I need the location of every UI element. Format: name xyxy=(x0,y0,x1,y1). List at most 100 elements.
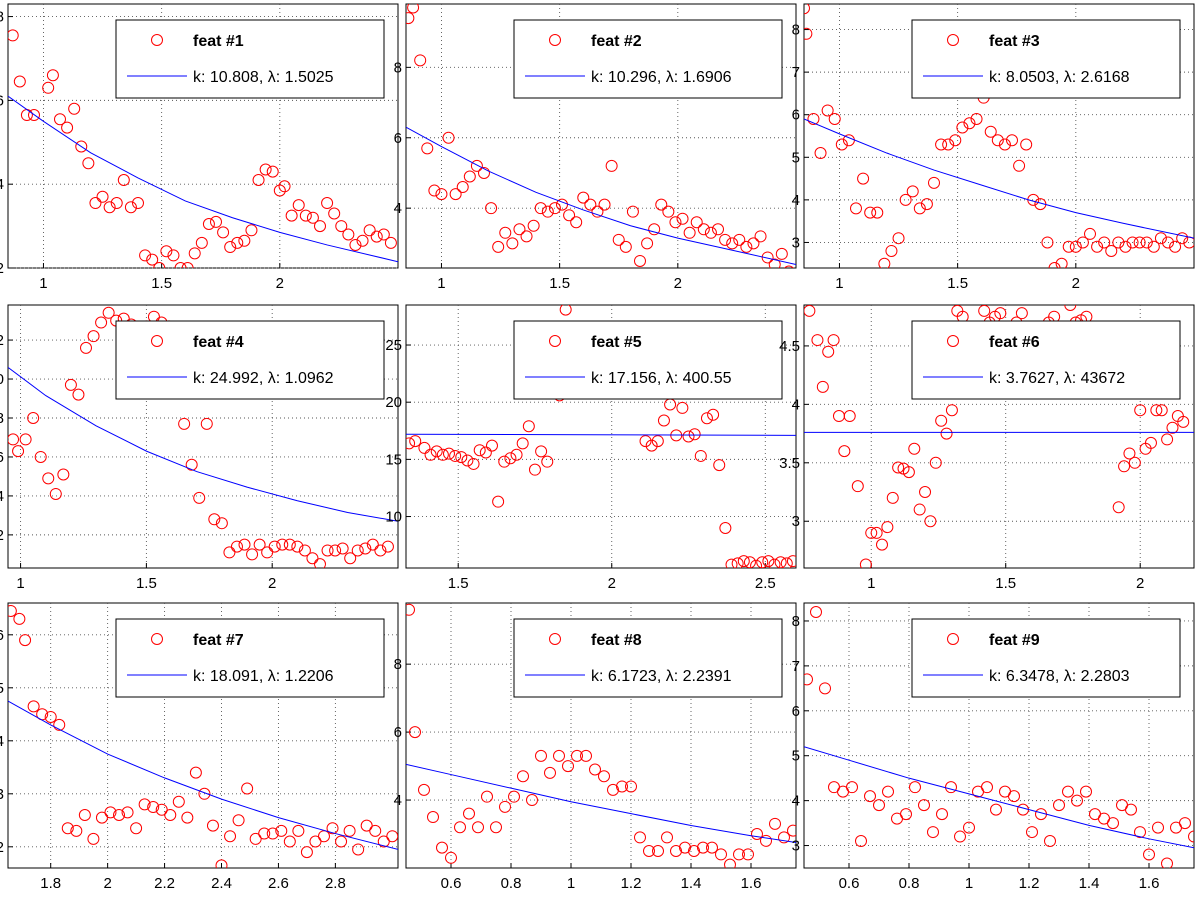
data-point xyxy=(172,795,185,808)
data-point xyxy=(697,841,709,854)
data-point xyxy=(751,828,763,841)
data-point xyxy=(807,112,820,125)
data-point xyxy=(731,557,744,568)
y-tick-label: 4.5 xyxy=(779,338,800,355)
data-point xyxy=(139,249,152,262)
x-tick-label: 1.4 xyxy=(681,875,702,892)
y-tick-label: 6 xyxy=(394,724,402,741)
data-point xyxy=(386,830,398,843)
data-point xyxy=(855,835,867,848)
data-point xyxy=(522,420,535,433)
x-tick-label: 1 xyxy=(16,575,24,592)
fit-curve xyxy=(8,700,398,850)
data-point xyxy=(994,307,1007,320)
data-point xyxy=(750,559,763,568)
y-tick-label: 10 xyxy=(385,509,402,526)
data-point xyxy=(356,234,369,247)
data-point xyxy=(245,224,258,237)
data-point xyxy=(1188,830,1194,843)
data-point xyxy=(516,437,529,450)
data-point xyxy=(935,414,948,427)
data-point xyxy=(238,234,251,247)
data-point xyxy=(370,230,383,243)
data-point xyxy=(19,634,32,647)
data-point xyxy=(456,181,469,194)
y-tick-label: 8 xyxy=(792,613,800,630)
legend-marker xyxy=(151,633,163,645)
data-point xyxy=(954,830,966,843)
data-point xyxy=(945,781,957,794)
legend-box xyxy=(911,320,1181,400)
data-point xyxy=(508,790,520,803)
data-point xyxy=(517,770,529,783)
data-point xyxy=(435,188,448,201)
data-point xyxy=(336,542,349,555)
x-tick-label: 2.4 xyxy=(211,875,232,892)
data-point xyxy=(409,726,421,739)
data-point xyxy=(130,822,143,835)
x-tick-label: 2 xyxy=(103,875,111,892)
data-point xyxy=(499,226,512,239)
data-point xyxy=(498,455,511,468)
data-point xyxy=(827,334,840,347)
legend-box xyxy=(513,19,783,99)
data-point xyxy=(641,237,654,250)
data-point xyxy=(725,558,738,568)
data-point xyxy=(920,198,933,211)
data-point xyxy=(291,540,304,553)
data-point xyxy=(850,202,862,215)
data-point xyxy=(449,188,462,201)
data-point xyxy=(520,230,533,243)
x-tick-label: 1.5 xyxy=(448,575,469,592)
data-point xyxy=(527,219,540,232)
data-point xyxy=(326,822,339,835)
data-point xyxy=(978,305,991,317)
data-point xyxy=(102,306,115,319)
plot-area xyxy=(804,4,1194,268)
data-point xyxy=(846,781,858,794)
data-point xyxy=(1053,799,1065,812)
x-tick-label: 0.6 xyxy=(441,875,462,892)
data-point xyxy=(963,821,975,834)
data-point xyxy=(217,226,230,239)
data-point xyxy=(268,540,281,553)
data-point xyxy=(174,262,187,268)
data-point xyxy=(706,841,718,854)
data-point xyxy=(864,206,877,219)
data-point xyxy=(230,540,243,553)
data-point xyxy=(534,202,547,215)
data-point xyxy=(645,439,658,452)
x-tick-label: 1.2 xyxy=(1019,875,1040,892)
data-point xyxy=(719,521,732,534)
legend: feat #5 k: 17.156, λ: 400.55 xyxy=(513,320,783,400)
data-point xyxy=(377,228,390,241)
y-tick-label: 5 xyxy=(0,680,4,697)
data-point xyxy=(683,226,696,239)
x-tick-label: 1 xyxy=(867,575,875,592)
data-point xyxy=(652,845,664,858)
data-point xyxy=(72,388,85,401)
data-point xyxy=(562,760,574,773)
legend-label: k: 8.0503, λ: 2.6168 xyxy=(989,69,1130,86)
x-tick-label: 0.6 xyxy=(839,875,860,892)
data-point xyxy=(232,814,245,827)
data-point xyxy=(283,835,296,848)
data-point xyxy=(942,138,955,151)
subplot-9: 0.6 0.8 1 1.2 1.4 1.6 3 4 5 6 7 8 feat #9 k: 6.3478, … xyxy=(792,602,1195,892)
data-point xyxy=(418,441,431,454)
legend-marker xyxy=(947,335,959,347)
data-point xyxy=(1169,240,1182,253)
subplot-8: 0.6 0.8 1 1.2 1.4 1.6 4 6 8 feat #8 k: 6.1723, λ: … xyxy=(394,602,797,892)
data-point xyxy=(306,211,319,224)
data-point xyxy=(1118,460,1131,473)
data-point xyxy=(918,799,930,812)
data-point xyxy=(506,237,519,250)
data-point xyxy=(619,240,632,253)
data-point xyxy=(1020,138,1033,151)
data-point xyxy=(625,780,637,793)
data-point xyxy=(298,544,311,557)
data-point xyxy=(200,417,213,430)
y-tick-label: 8 xyxy=(0,410,4,427)
y-tick-label: 25 xyxy=(385,337,402,354)
y-tick-label: 4 xyxy=(394,200,402,217)
